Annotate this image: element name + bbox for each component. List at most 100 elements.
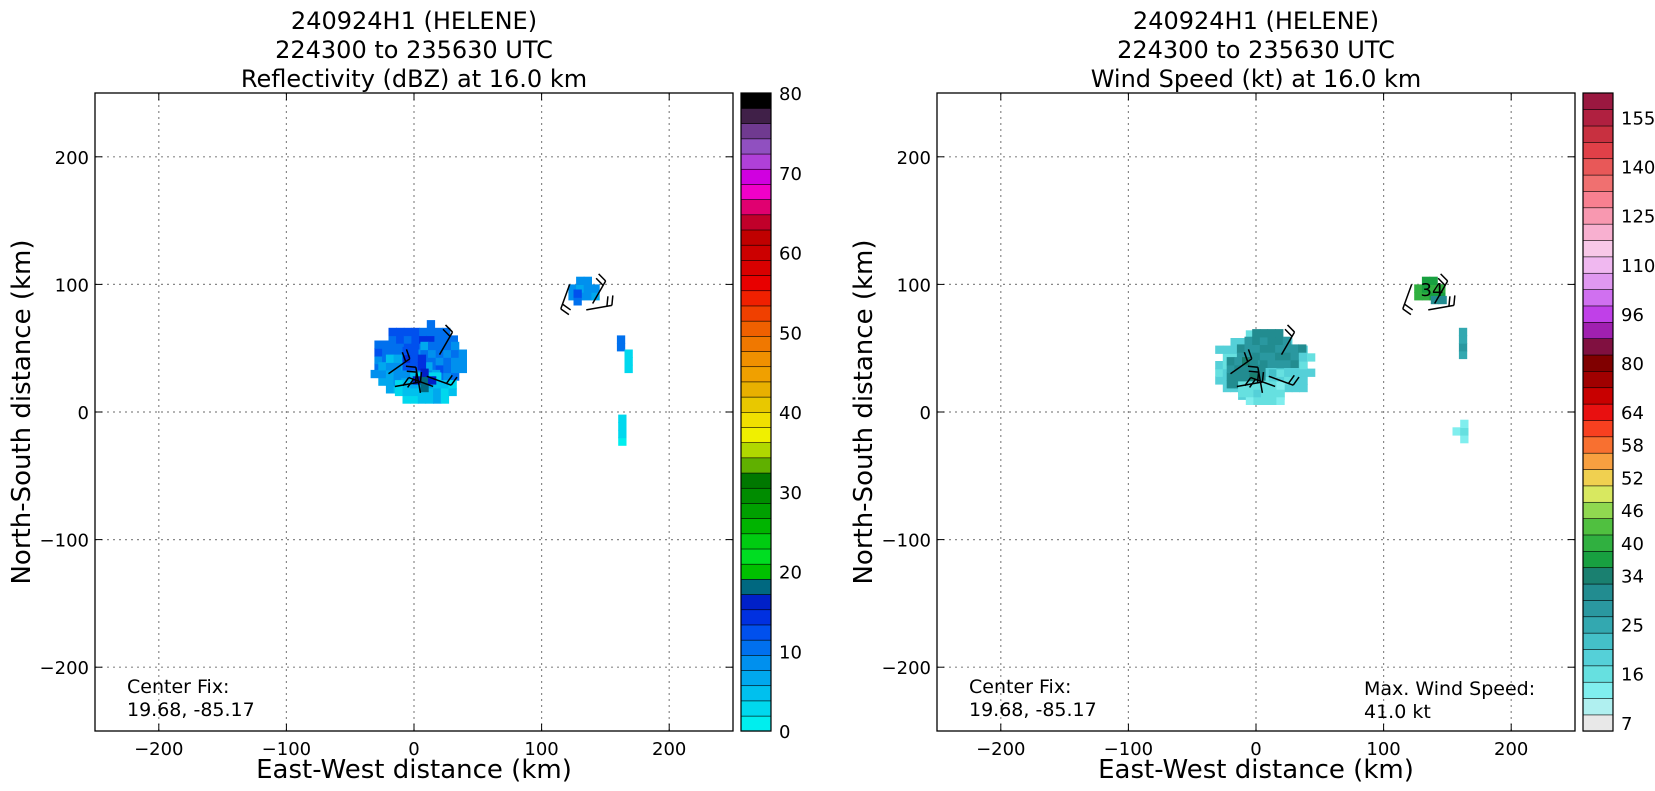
field-cell: [385, 377, 395, 386]
colorbar-tick-label: 110: [1621, 256, 1655, 277]
field-cell: [618, 414, 627, 423]
field-cell: [374, 355, 383, 365]
field-cell: [443, 372, 452, 381]
colorbar-swatch: [740, 411, 772, 428]
field-cell: [458, 357, 467, 366]
colorbar-swatch: [740, 92, 772, 109]
colorbar-swatch: [1582, 289, 1614, 307]
field-cell: [1267, 344, 1276, 353]
field-cell: [426, 327, 436, 337]
wind-barb-shaft: [1428, 304, 1454, 311]
field-cell: [434, 327, 443, 337]
field-cell: [1215, 345, 1224, 354]
colorbar-swatch: [1582, 648, 1614, 667]
field-cell: [1458, 343, 1468, 352]
field-cell: [591, 284, 600, 293]
colorbar-swatch: [740, 624, 772, 641]
field-cell: [403, 327, 413, 337]
field-cell: [396, 335, 405, 344]
colorbar-swatch: [740, 107, 772, 124]
field-cell: [1458, 327, 1468, 337]
field-cell: [624, 349, 633, 358]
y-tick-label: 100: [897, 275, 931, 296]
field-cell: [385, 369, 395, 379]
max-wind-speed-label: Max. Wind Speed:: [1364, 678, 1535, 700]
field-cell: [1429, 276, 1438, 285]
field-cell: [1267, 359, 1276, 368]
field-cell: [1259, 352, 1269, 361]
field-cell: [1252, 329, 1261, 338]
colorbar-swatch: [1582, 599, 1614, 618]
field-cell: [1234, 357, 1243, 366]
colorbar-swatch: [1582, 452, 1614, 470]
colorbar-swatch: [740, 366, 772, 383]
colorbar-swatch: [1582, 272, 1614, 290]
field-cell: [426, 320, 436, 329]
field-cell: [1290, 359, 1299, 368]
y-tick-label: 0: [920, 403, 931, 424]
field-cell: [1238, 389, 1247, 398]
colorbar-swatch: [740, 259, 772, 276]
field-cell: [385, 354, 395, 363]
panel-wind-speed: 240924H1 (HELENE) 224300 to 235630 UTC W…: [849, 7, 1655, 785]
colorbar-swatch: [1582, 714, 1614, 732]
field-cell: [396, 327, 405, 337]
field-cell: [1276, 396, 1285, 405]
field-cell: [443, 364, 452, 374]
wind-barb-flag: [406, 370, 417, 373]
colorbar-tick-label: 30: [779, 483, 802, 504]
colorbar-tick-label: 80: [1621, 354, 1644, 375]
colorbar-tick-label: 46: [1621, 501, 1644, 522]
field-cell: [1253, 396, 1262, 405]
field-cell: [1290, 344, 1299, 353]
field-cell: [458, 349, 467, 358]
colorbar-tick-label: 80: [779, 84, 802, 105]
field-cell: [378, 369, 387, 379]
wind-barb-flag: [444, 324, 454, 333]
field-cell: [591, 292, 600, 301]
wind-barb-flag: [419, 371, 423, 383]
colorbar-tick-label: 125: [1621, 207, 1655, 228]
colorbar-swatch: [740, 123, 772, 140]
field-cell: [1307, 368, 1316, 377]
field-cell: [573, 289, 582, 298]
colorbar-swatch: [1582, 190, 1614, 209]
colorbar-tick-label: 155: [1621, 109, 1655, 130]
colorbar-swatch: [740, 578, 772, 595]
field-cell: [1259, 359, 1269, 368]
colorbar-tick-label: 25: [1621, 616, 1644, 637]
field-cell: [1236, 352, 1246, 361]
field-cell: [1249, 364, 1258, 374]
colorbar-swatch: [1582, 92, 1614, 110]
colorbar-frame: [740, 92, 772, 732]
colorbar-swatch: [740, 350, 772, 368]
y-tick-label: −100: [882, 531, 931, 552]
colorbar-swatch: [1582, 256, 1614, 274]
colorbar-swatch: [1582, 305, 1614, 323]
field-cell: [420, 341, 429, 351]
colorbar-swatch: [740, 548, 772, 565]
colorbar-tick-label: 16: [1621, 665, 1644, 686]
field-cell: [1252, 352, 1261, 361]
wind-barb-flag: [598, 273, 607, 282]
x-tick-label: −200: [134, 739, 183, 760]
colorbar-swatch: [740, 502, 772, 519]
panel-title-line-3: Reflectivity (dBZ) at 16.0 km: [241, 65, 587, 93]
field-cell: [1244, 344, 1253, 353]
field-cell: [378, 377, 387, 386]
field-cell: [1421, 284, 1431, 293]
field-cell: [410, 362, 419, 371]
field-cell: [385, 362, 395, 371]
field-cell: [1261, 389, 1270, 398]
y-tick-label: 100: [55, 275, 89, 296]
field-cell: [1267, 352, 1276, 361]
field-cell: [388, 327, 397, 337]
center-fix-value: 19.68, -85.17: [969, 699, 1097, 721]
field-cell: [1284, 368, 1293, 377]
wind-speed-field: [1215, 276, 1469, 444]
field-cell: [1282, 359, 1292, 368]
field-cell: [401, 369, 410, 379]
field-cell: [443, 349, 452, 358]
field-cell: [388, 343, 397, 352]
